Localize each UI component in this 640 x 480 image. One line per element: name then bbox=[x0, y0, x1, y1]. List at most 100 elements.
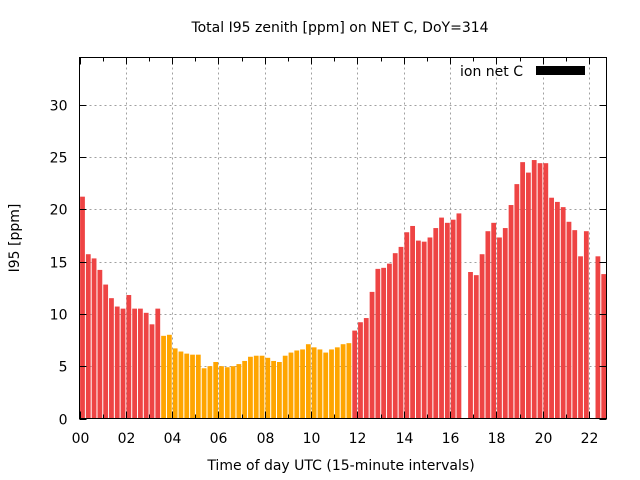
bar bbox=[277, 361, 282, 419]
bar bbox=[468, 272, 473, 419]
x-tick-label: 22 bbox=[581, 431, 599, 447]
bar bbox=[213, 361, 219, 419]
y-tick-label: 10 bbox=[50, 308, 68, 324]
bar bbox=[497, 237, 502, 419]
x-tick-label: 20 bbox=[535, 431, 553, 447]
bar bbox=[340, 344, 346, 419]
x-axis-label: Time of day UTC (15-minute intervals) bbox=[206, 458, 474, 474]
chart-title: Total I95 zenith [ppm] on NET C, DoY=314 bbox=[190, 20, 488, 36]
legend: ion net C bbox=[460, 64, 585, 80]
legend-label: ion net C bbox=[460, 64, 523, 80]
bar bbox=[554, 201, 560, 419]
bar bbox=[259, 355, 265, 419]
y-tick-label: 20 bbox=[50, 203, 68, 219]
bar bbox=[404, 232, 410, 419]
bar bbox=[502, 228, 508, 419]
bar bbox=[103, 284, 109, 419]
bar bbox=[387, 263, 392, 419]
bar bbox=[201, 368, 207, 419]
bar bbox=[253, 355, 259, 419]
bar bbox=[520, 162, 526, 419]
axis-ticks: 0 5 10 15 20 25 30 00 02 04 06 08 10 12 14 16 18 20 22 bbox=[50, 57, 607, 447]
bar bbox=[311, 347, 317, 419]
bar bbox=[282, 355, 288, 419]
bar bbox=[473, 275, 479, 419]
bar bbox=[323, 352, 329, 419]
plot-frame bbox=[79, 57, 607, 419]
bar bbox=[178, 351, 184, 419]
y-axis-label: I95 [ppm] bbox=[7, 204, 23, 273]
bar bbox=[363, 318, 369, 419]
bar bbox=[294, 350, 300, 419]
bar bbox=[456, 213, 462, 419]
bar bbox=[421, 241, 427, 419]
y-tick-label: 5 bbox=[59, 360, 68, 376]
bar bbox=[479, 254, 485, 419]
bar bbox=[531, 160, 537, 419]
y-tick-label: 30 bbox=[50, 99, 68, 115]
bar bbox=[317, 349, 323, 419]
bar bbox=[166, 334, 172, 419]
bar bbox=[526, 172, 531, 419]
x-tick-label: 12 bbox=[349, 431, 367, 447]
bar bbox=[172, 348, 178, 419]
bar bbox=[248, 356, 253, 419]
bar bbox=[236, 364, 242, 419]
bar bbox=[195, 354, 201, 419]
bar bbox=[120, 308, 126, 419]
bars bbox=[80, 160, 607, 419]
bar bbox=[149, 324, 155, 419]
bar bbox=[433, 228, 439, 419]
bar bbox=[358, 322, 363, 419]
legend-swatch bbox=[536, 66, 585, 75]
bar bbox=[485, 231, 491, 419]
bar bbox=[207, 366, 213, 419]
bar bbox=[224, 367, 230, 419]
bar bbox=[410, 225, 415, 419]
bar bbox=[543, 163, 549, 419]
bar bbox=[271, 360, 277, 419]
bar bbox=[305, 344, 311, 419]
bar bbox=[219, 366, 224, 419]
bar bbox=[114, 306, 120, 419]
x-tick-label: 18 bbox=[488, 431, 506, 447]
bar bbox=[80, 196, 85, 419]
bar bbox=[161, 335, 166, 419]
bar bbox=[578, 256, 583, 419]
bar bbox=[85, 254, 91, 419]
bar bbox=[97, 269, 103, 419]
bar bbox=[132, 308, 138, 419]
bar bbox=[508, 205, 514, 419]
bar bbox=[381, 267, 387, 419]
bar bbox=[91, 258, 97, 419]
bar bbox=[346, 343, 352, 419]
bar bbox=[375, 268, 381, 419]
bar bbox=[560, 207, 566, 419]
x-tick-label: 00 bbox=[72, 431, 90, 447]
x-tick-label: 10 bbox=[303, 431, 321, 447]
bar bbox=[427, 237, 433, 419]
bar bbox=[595, 256, 601, 419]
bar bbox=[572, 230, 578, 419]
x-tick-label: 08 bbox=[257, 431, 275, 447]
bar bbox=[334, 347, 340, 419]
bar bbox=[398, 246, 404, 419]
bar bbox=[369, 291, 375, 419]
bar bbox=[566, 221, 572, 419]
bar bbox=[143, 312, 149, 419]
bar bbox=[583, 231, 589, 419]
bar bbox=[138, 308, 143, 419]
bar bbox=[450, 219, 456, 419]
bar bbox=[514, 184, 520, 419]
bar bbox=[155, 308, 161, 419]
x-tick-label: 16 bbox=[442, 431, 460, 447]
bar bbox=[444, 222, 450, 419]
bar bbox=[190, 354, 195, 419]
bar bbox=[109, 298, 114, 419]
y-tick-label: 0 bbox=[59, 413, 68, 429]
bar bbox=[415, 240, 421, 419]
bar bbox=[265, 357, 271, 419]
bar bbox=[439, 217, 444, 419]
bar bbox=[184, 353, 190, 419]
